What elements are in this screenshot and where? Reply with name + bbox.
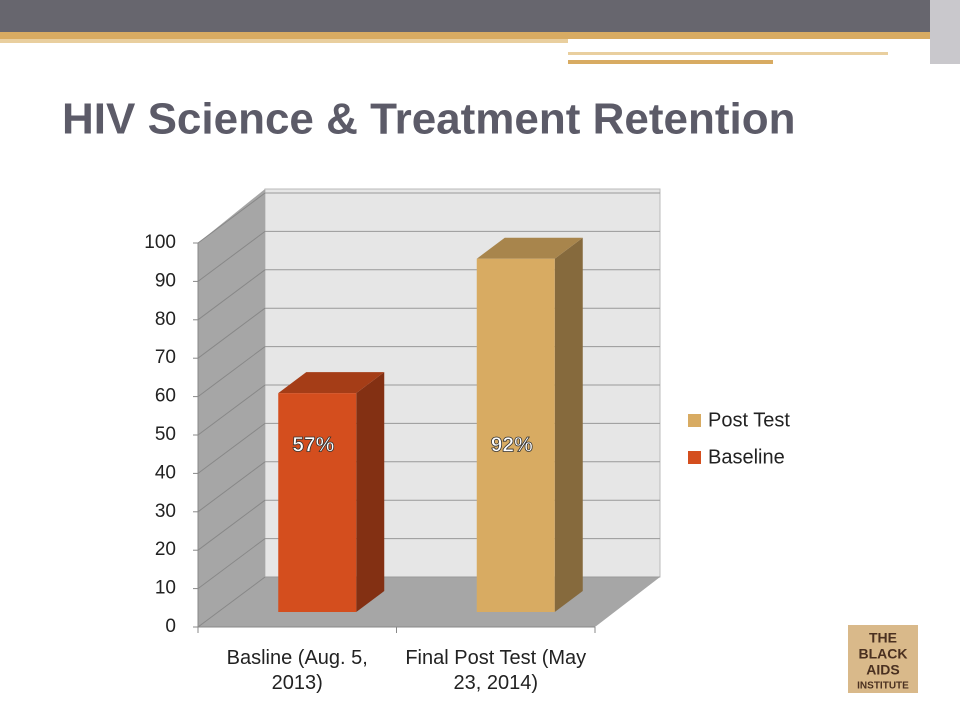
- y-tick-label: 90: [155, 270, 176, 291]
- legend-swatch: [688, 414, 701, 427]
- value-label: 92%: [491, 434, 533, 457]
- x-tick-label: Basline (Aug. 5, 2013): [226, 647, 368, 694]
- grid-line: [197, 461, 266, 513]
- slide-title: HIV Science & Treatment Retention: [62, 95, 796, 144]
- grid-line: [197, 384, 266, 436]
- y-tick-label: 70: [155, 347, 176, 368]
- side-wall: [198, 189, 265, 627]
- x-tick-label: Final Post Test (May 23, 2014): [405, 647, 587, 694]
- logo-text: INSTITUTE: [857, 681, 909, 692]
- grid-line: [197, 576, 266, 628]
- y-tick-label: 60: [155, 386, 176, 407]
- bar: [278, 393, 357, 612]
- y-tick-label: 0: [165, 616, 176, 637]
- legend-swatch: [688, 451, 701, 464]
- grid-line: [197, 346, 266, 398]
- header-stripe: [568, 60, 773, 64]
- header-stripe: [0, 32, 960, 39]
- y-tick-label: 20: [155, 539, 176, 560]
- logo-text: THE: [869, 630, 897, 646]
- grid-line: [197, 230, 266, 282]
- header-stripe: [568, 52, 888, 55]
- bar-top: [278, 372, 385, 394]
- y-tick-label: 40: [155, 462, 176, 483]
- grid-line: [197, 192, 266, 244]
- floor: [198, 577, 660, 627]
- bar-side: [356, 372, 385, 612]
- header-corner: [930, 0, 960, 64]
- header-bar: [0, 0, 960, 32]
- y-tick-label: 10: [155, 578, 176, 599]
- legend-label: Baseline: [708, 446, 785, 468]
- grid-line: [197, 538, 266, 590]
- logo-text: BLACK: [859, 646, 908, 662]
- bar-top: [476, 237, 583, 259]
- grid-line: [197, 422, 266, 474]
- y-tick-label: 30: [155, 501, 176, 522]
- grid-line: [197, 307, 266, 359]
- bar-side: [554, 237, 583, 612]
- logo-text: AIDS: [866, 662, 899, 678]
- grid-line: [197, 269, 266, 321]
- y-tick-label: 100: [144, 232, 176, 253]
- grid-line: [197, 499, 266, 551]
- logo-box: [848, 625, 918, 693]
- y-tick-label: 50: [155, 424, 176, 445]
- bar: [476, 258, 555, 612]
- value-label: 57%: [292, 434, 334, 457]
- legend-label: Post Test: [708, 409, 790, 431]
- y-tick-label: 80: [155, 309, 176, 330]
- header-stripe: [0, 39, 568, 43]
